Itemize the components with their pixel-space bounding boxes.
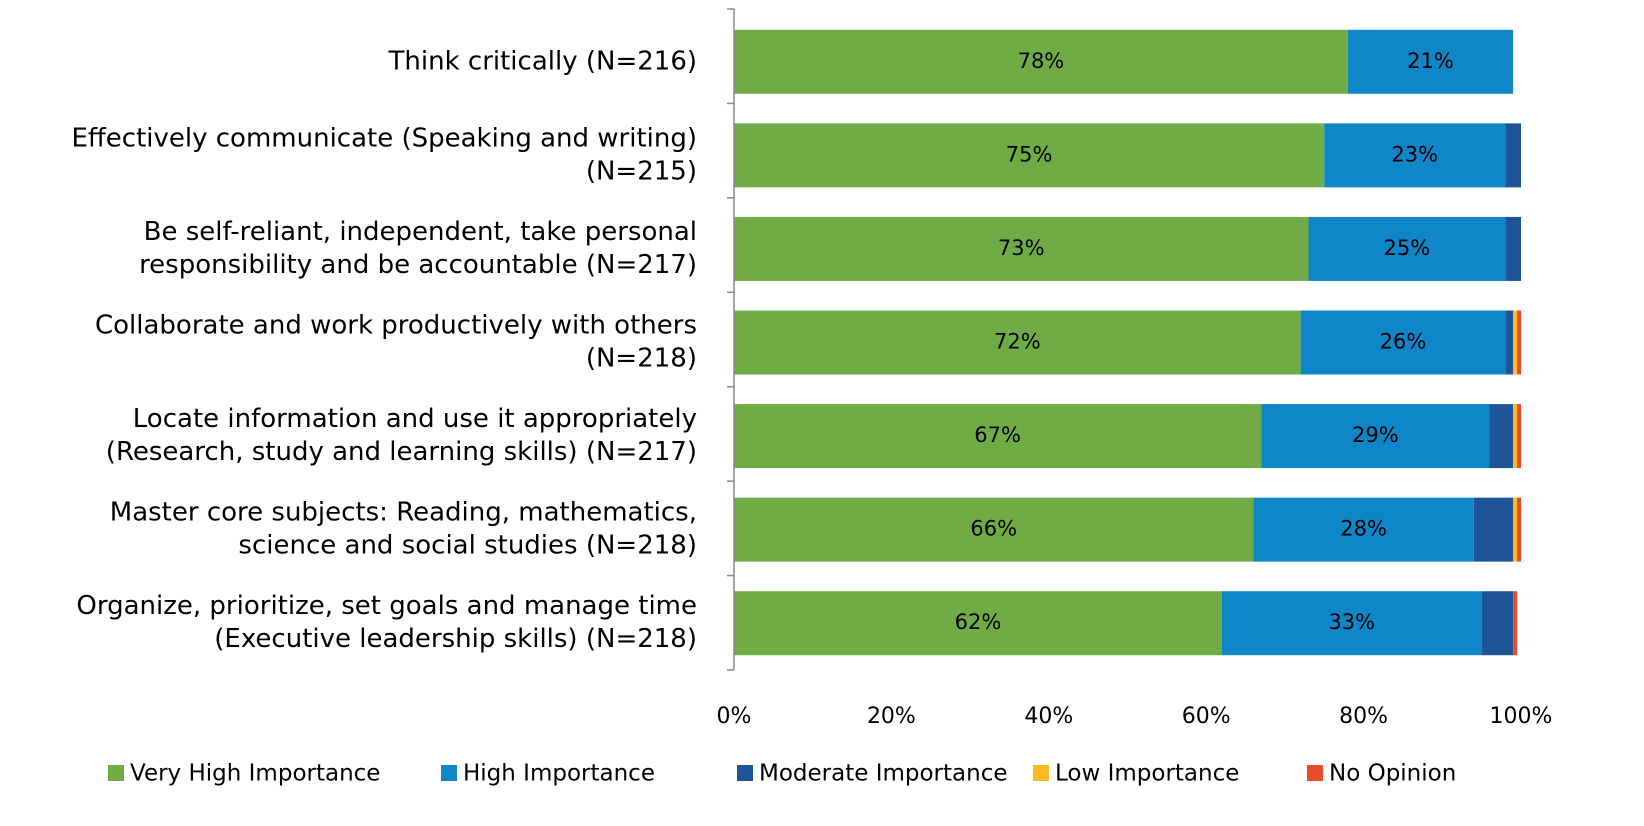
x-tick-label: 100% — [1490, 704, 1553, 729]
category-label: Master core subjects: Reading, mathemati… — [110, 498, 697, 528]
bar-segment — [1347, 29, 1514, 94]
bar-segment — [1513, 591, 1518, 656]
x-tick-label: 20% — [867, 704, 916, 729]
category-label: (Executive leadership skills) (N=218) — [214, 624, 697, 654]
bar-segment — [1513, 404, 1518, 469]
bar-segment — [1517, 310, 1521, 375]
bar-segment — [734, 216, 1309, 281]
data-label: 21% — [1407, 49, 1454, 73]
legend-swatch — [441, 765, 457, 781]
x-tick-label: 40% — [1024, 704, 1073, 729]
bar-segment — [1517, 404, 1521, 469]
bar-segment — [1221, 591, 1482, 656]
legend-swatch — [1307, 765, 1323, 781]
category-label: Be self-reliant, independent, take perso… — [144, 217, 697, 247]
category-label: (Research, study and learning skills) (N… — [106, 437, 697, 467]
data-label: 62% — [955, 610, 1002, 634]
data-label: 33% — [1328, 610, 1375, 634]
bar-segment — [734, 404, 1262, 469]
legend-swatch — [737, 765, 753, 781]
category-label: Organize, prioritize, set goals and mana… — [76, 591, 697, 621]
data-label: 66% — [970, 517, 1017, 541]
x-tick-label: 0% — [717, 704, 752, 729]
legend-label: No Opinion — [1329, 761, 1456, 787]
data-label: 29% — [1352, 423, 1399, 447]
data-label: 25% — [1384, 236, 1431, 260]
bar-segment — [1505, 216, 1521, 281]
bar-segment — [1489, 404, 1514, 469]
bar-segment — [1513, 310, 1518, 375]
data-label: 75% — [1006, 142, 1053, 166]
data-label: 72% — [994, 330, 1041, 354]
bar-segment — [1473, 497, 1514, 562]
legend-label: Moderate Importance — [759, 761, 1008, 787]
bar-segment — [734, 123, 1325, 188]
bar-segment — [734, 497, 1254, 562]
data-label: 26% — [1380, 330, 1427, 354]
data-label: 78% — [1018, 49, 1065, 73]
category-label: (N=215) — [586, 156, 697, 186]
bar-segment — [1505, 310, 1514, 375]
legend-label: Low Importance — [1055, 761, 1239, 787]
data-label: 23% — [1391, 142, 1438, 166]
data-label: 28% — [1340, 517, 1387, 541]
legend-label: Very High Importance — [130, 761, 380, 787]
bar-segment — [1308, 216, 1506, 281]
x-tick-label: 60% — [1182, 704, 1231, 729]
data-label: 73% — [998, 236, 1045, 260]
data-label: 67% — [974, 423, 1021, 447]
bar-segment — [734, 29, 1348, 94]
x-tick-label: 80% — [1339, 704, 1388, 729]
bar-segment — [1481, 591, 1514, 656]
category-label: science and social studies (N=218) — [238, 531, 697, 561]
bar-segment — [1300, 310, 1506, 375]
category-label: Collaborate and work productively with o… — [95, 311, 697, 341]
bar-segment — [1253, 497, 1474, 562]
legend-label: High Importance — [463, 761, 655, 787]
bar-segment — [1505, 123, 1521, 188]
category-label: (N=218) — [586, 344, 697, 374]
legend-swatch — [1033, 765, 1049, 781]
category-label: Locate information and use it appropriat… — [133, 404, 697, 434]
bar-segment — [734, 591, 1222, 656]
legend-swatch — [108, 765, 124, 781]
bar-segment — [734, 310, 1301, 375]
bar-segment — [1517, 497, 1521, 562]
bar-segment — [1513, 497, 1518, 562]
category-label: Effectively communicate (Speaking and wr… — [71, 123, 697, 153]
bar-segment — [1324, 123, 1506, 188]
bar-segment — [1261, 404, 1490, 469]
category-label: Think critically (N=216) — [388, 46, 697, 76]
category-label: responsibility and be accountable (N=217… — [139, 250, 697, 280]
